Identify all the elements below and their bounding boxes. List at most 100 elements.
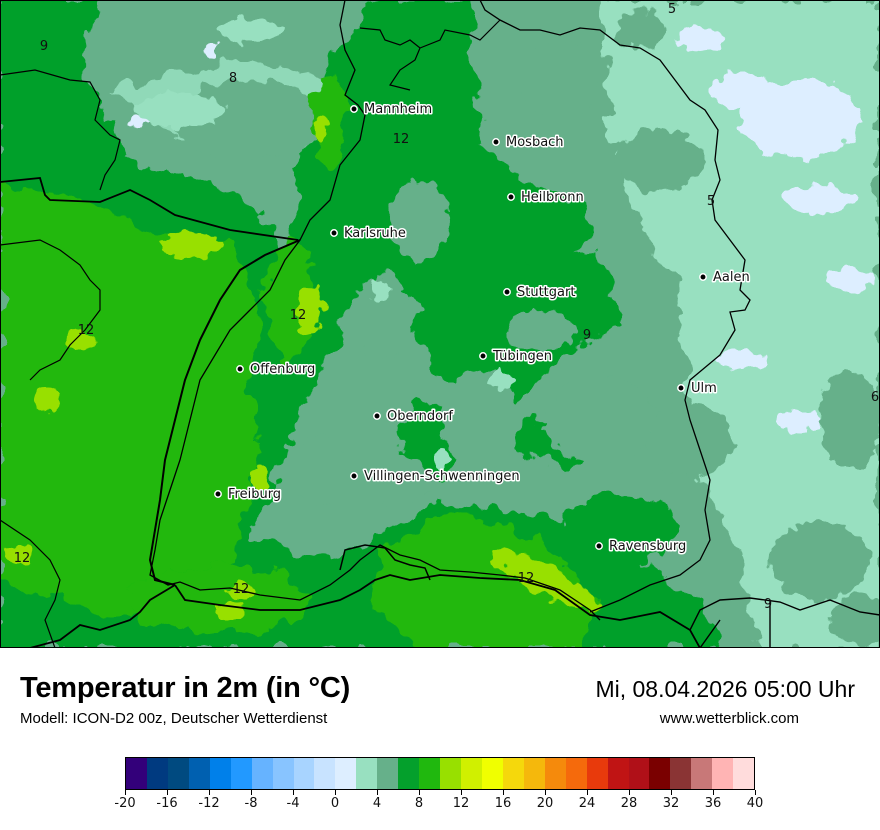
zone-2-4	[130, 28, 875, 430]
city-label: Aalen	[713, 270, 750, 285]
contour-label: 12	[518, 571, 535, 586]
colorbar-ticks: -20 -16 -12 -8 -4 0 4 8 12 16 20 24 28 32 36 40	[114, 790, 763, 820]
colorbar-tick-label: 32	[662, 796, 680, 811]
city-marker: Ulm	[677, 380, 718, 398]
city-dot-icon	[492, 138, 500, 146]
colorbar-tick	[292, 790, 294, 795]
city-label: Offenburg	[250, 362, 315, 377]
contour-label: 8	[229, 71, 237, 86]
colorbar-tick	[208, 790, 210, 795]
contour-labels: 9 8 5 12 5 12 12 9 6 12 12 12 9	[14, 2, 879, 612]
colorbar-segment	[523, 758, 545, 789]
colorbar-segment	[377, 758, 399, 789]
city-marker: Heilbronn	[507, 189, 585, 207]
colorbar-segment	[314, 758, 336, 789]
city-label: Heilbronn	[521, 190, 584, 205]
border-north	[359, 19, 501, 91]
colorbar-tick	[418, 790, 420, 795]
city-label: Mosbach	[506, 135, 564, 150]
website-link[interactable]: www.wetterblick.com	[659, 710, 799, 727]
city-dot-icon	[350, 105, 358, 113]
colorbar-tick-label: 20	[536, 796, 554, 811]
contour-label: 9	[40, 39, 48, 54]
colorbar-tick-label: 0	[330, 796, 340, 811]
city-marker: Mannheim	[350, 101, 434, 119]
city-label: Mannheim	[364, 102, 432, 117]
city-label: Oberndorf	[387, 409, 453, 424]
colorbar-segment	[565, 758, 587, 789]
contour-label: 12	[393, 132, 410, 147]
border-sw	[0, 519, 61, 648]
city-label: Tübingen	[492, 349, 552, 364]
model-subtitle: Modell: ICON-D2 00z, Deutscher Wetterdie…	[20, 710, 328, 727]
colorbar-segment	[209, 758, 231, 789]
city-marker: Stuttgart	[503, 284, 577, 302]
colorbar-segment	[251, 758, 273, 789]
colorbar-tick	[250, 790, 252, 795]
city-dot-icon	[236, 365, 244, 373]
colorbar-segment	[649, 758, 671, 789]
colorbar-tick	[712, 790, 714, 795]
colorbar-tick-label: 12	[452, 796, 470, 811]
city-label: Freiburg	[228, 487, 281, 502]
colorbar-segment	[502, 758, 524, 789]
colorbar-segment	[167, 758, 189, 789]
colorbar-tick	[754, 790, 756, 795]
colorbar-tick	[670, 790, 672, 795]
colorbar-segment	[293, 758, 315, 789]
swiss-border	[29, 574, 701, 648]
city-marker: Villingen-Schwenningen	[350, 468, 521, 486]
colorbar-segment	[335, 758, 357, 789]
city-marker: Aalen	[699, 269, 751, 287]
colorbar-tick-label: -12	[198, 796, 220, 811]
colorbar-segment	[733, 758, 755, 789]
colorbar-tick	[544, 790, 546, 795]
city-marker: Mosbach	[492, 134, 565, 152]
colorbar-segment	[126, 758, 147, 789]
colorbar-tick-label: 24	[578, 796, 596, 811]
colorbar-segment	[419, 758, 441, 789]
contour-label: 12	[78, 323, 95, 338]
colorbar-segment	[230, 758, 252, 789]
city-dot-icon	[677, 384, 685, 392]
city-label: Stuttgart	[517, 285, 575, 300]
temperature-map: 9 8 5 12 5 12 12 9 6 12 12 12 9 Mannheim Mosbach Heilb…	[0, 0, 880, 648]
contour-label: 12	[14, 551, 31, 566]
colorbar-tick	[586, 790, 588, 795]
city-dot-icon	[330, 229, 338, 237]
colorbar-segment	[670, 758, 692, 789]
city-dot-icon	[595, 542, 603, 550]
contour-label: 9	[583, 328, 591, 343]
colorbar-tick-label: 28	[620, 796, 638, 811]
colorbar-tick-label: 8	[414, 796, 424, 811]
contour-label: 5	[668, 2, 676, 17]
contour-label: 12	[233, 582, 250, 597]
city-marker: Karlsruhe	[330, 225, 407, 243]
colorbar-tick-label: -16	[156, 796, 178, 811]
city-dot-icon	[350, 472, 358, 480]
valid-datetime: Mi, 08.04.2026 05:00 Uhr	[595, 676, 855, 702]
colorbar-segment	[440, 758, 461, 789]
city-markers: Mannheim Mosbach Heilbronn Karlsruhe Aalen St…	[214, 101, 751, 556]
colorbar-tick	[628, 790, 630, 795]
colorbar-tick	[460, 790, 462, 795]
city-marker: Offenburg	[236, 361, 317, 379]
colorbar-segment	[398, 758, 420, 789]
contour-label: 5	[707, 194, 715, 209]
lake-border	[339, 544, 431, 581]
zone-4-6-nw	[135, 18, 512, 468]
contour-label: 6	[871, 390, 879, 405]
colorbar-segment	[272, 758, 294, 789]
temperature-colorbar	[125, 757, 755, 790]
rhine-border	[148, 239, 301, 586]
contour-label: 9	[764, 597, 772, 612]
city-dot-icon	[479, 352, 487, 360]
city-dot-icon	[373, 412, 381, 420]
colorbar-segment	[461, 758, 482, 789]
colorbar-tick	[166, 790, 168, 795]
colorbar-tick-label: 36	[704, 796, 722, 811]
city-label: Villingen-Schwenningen	[364, 469, 520, 484]
colorbar-segment	[607, 758, 629, 789]
colorbar-tick	[376, 790, 378, 795]
city-dot-icon	[503, 288, 511, 296]
